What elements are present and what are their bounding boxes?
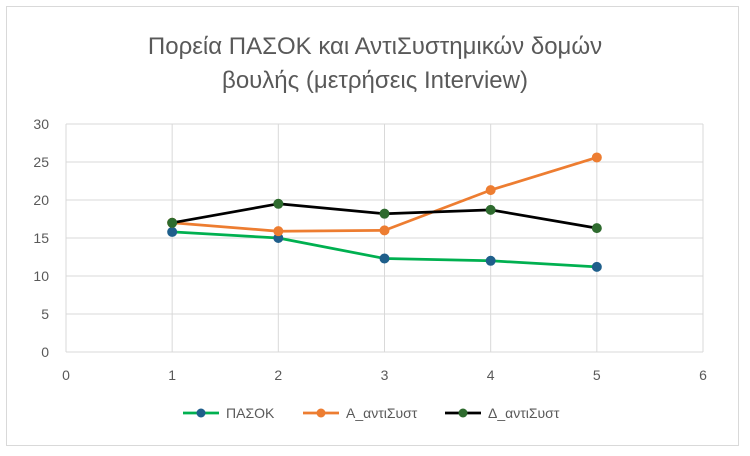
series-1-point [485, 185, 496, 196]
gridlines [65, 123, 704, 353]
x-tick-label: 4 [487, 367, 495, 383]
x-tick-label: 2 [274, 367, 282, 383]
chart-title: Πορεία ΠΑΣΟΚ και ΑντιΣυστημικών δομών βο… [0, 30, 750, 98]
series-2-point [379, 208, 390, 219]
x-tick-label: 5 [593, 367, 601, 383]
series-1-point [591, 152, 602, 163]
y-tick-label: 10 [33, 268, 49, 284]
x-axis-ticks: 0 1 2 3 4 5 6 [62, 367, 707, 383]
series-2-point [485, 204, 496, 215]
legend-marker-0 [196, 408, 206, 418]
legend-label-2: Δ_αντιΣυστ [488, 405, 560, 421]
series-0-point [167, 226, 178, 237]
series-1-point [379, 225, 390, 236]
y-tick-label: 30 [33, 116, 49, 132]
legend-label-0: ΠΑΣΟΚ [226, 405, 275, 421]
chart-frame [6, 6, 739, 446]
legend-marker-1 [316, 408, 326, 418]
series-0-point [591, 261, 602, 272]
series-2-point [591, 223, 602, 234]
series-2-point [273, 198, 284, 209]
series-0-point [379, 253, 390, 264]
x-tick-label: 1 [168, 367, 176, 383]
x-tick-label: 3 [381, 367, 389, 383]
legend-marker-2 [458, 408, 468, 418]
y-tick-label: 5 [41, 306, 49, 322]
x-tick-label: 0 [62, 367, 70, 383]
y-axis-ticks: 0 5 10 15 20 25 30 [33, 116, 49, 360]
y-tick-label: 25 [33, 154, 49, 170]
legend: ΠΑΣΟΚ Α_αντιΣυστ Δ_αντιΣυστ [183, 405, 560, 421]
series-2-point [167, 217, 178, 228]
chart-title-line-2: βουλής (μετρήσεις Interview) [222, 67, 528, 94]
y-tick-label: 0 [41, 344, 49, 360]
x-tick-label: 6 [699, 367, 707, 383]
y-tick-label: 15 [33, 230, 49, 246]
series-0-point [485, 255, 496, 266]
chart-title-line-1: Πορεία ΠΑΣΟΚ και ΑντιΣυστημικών δομών [147, 33, 603, 60]
series-1-point [273, 226, 284, 237]
y-tick-label: 20 [33, 192, 49, 208]
legend-label-1: Α_αντιΣυστ [346, 405, 418, 421]
series-group [167, 152, 602, 272]
